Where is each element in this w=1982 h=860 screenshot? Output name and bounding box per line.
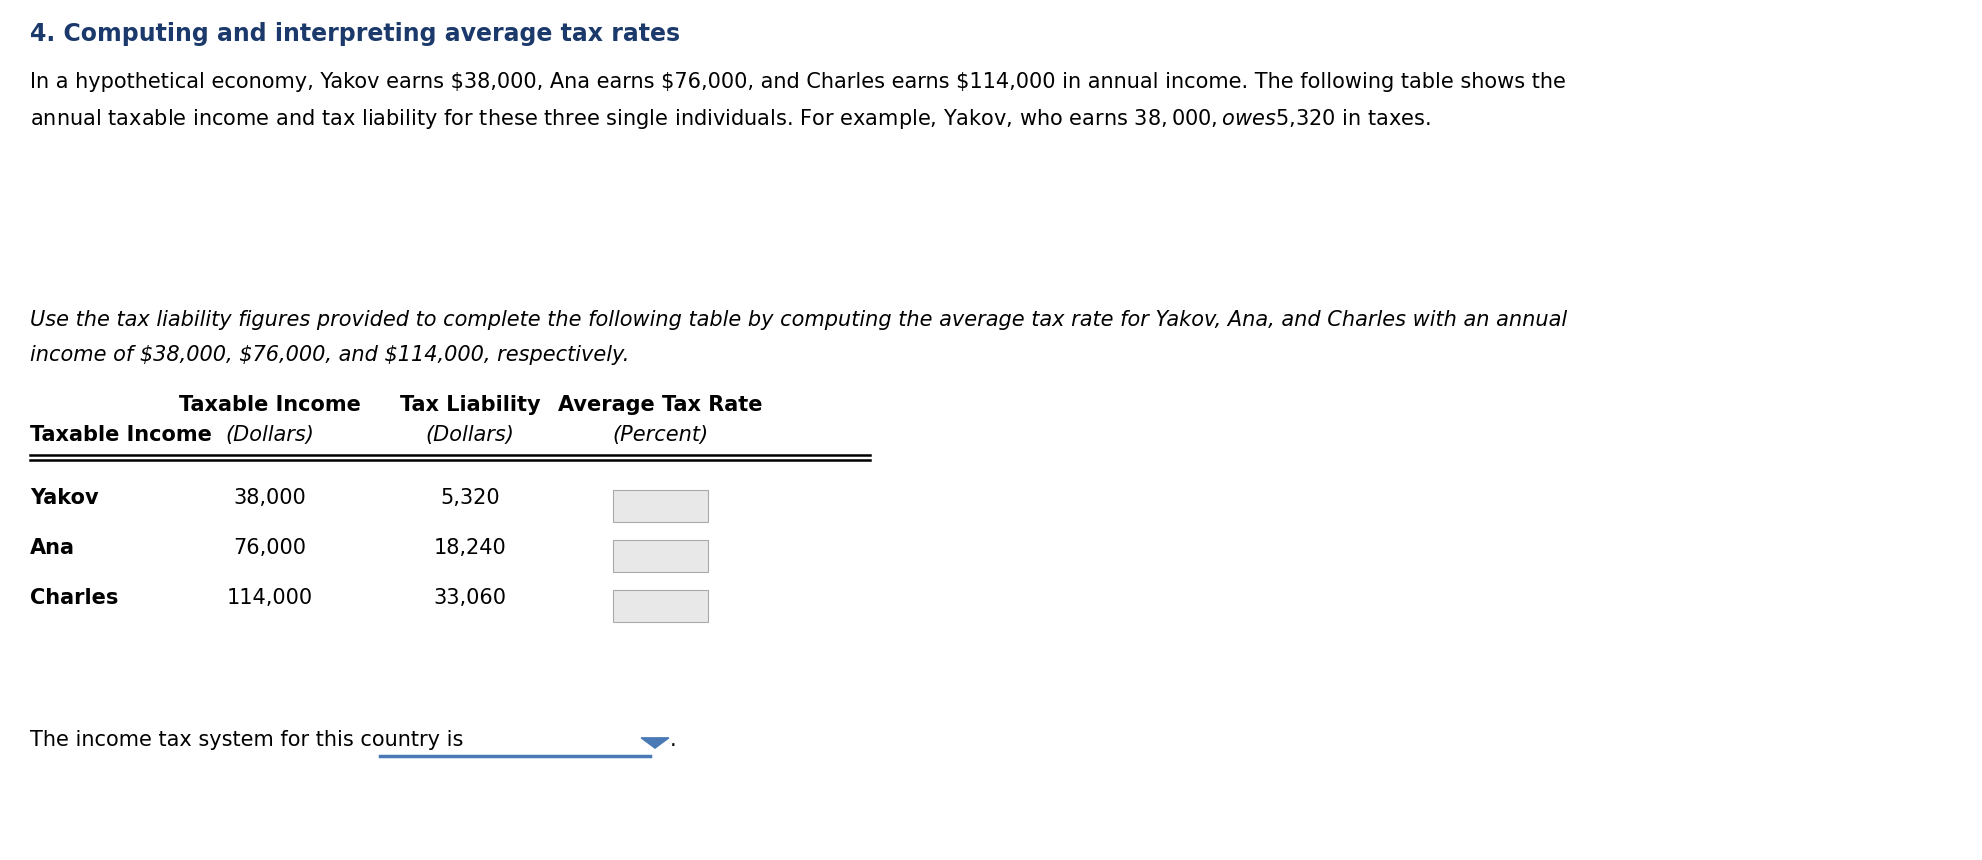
Text: In a hypothetical economy, Yakov earns $38,000, Ana earns $76,000, and Charles e: In a hypothetical economy, Yakov earns $… (30, 72, 1566, 92)
Text: annual taxable income and tax liability for these three single individuals. For : annual taxable income and tax liability … (30, 107, 1431, 131)
Text: 114,000: 114,000 (226, 588, 313, 608)
Text: Ana: Ana (30, 538, 75, 558)
Text: .: . (670, 730, 676, 750)
Text: income of $38,000, $76,000, and $114,000, respectively.: income of $38,000, $76,000, and $114,000… (30, 345, 630, 365)
Text: Yakov: Yakov (30, 488, 99, 508)
Text: Tax Liability: Tax Liability (400, 395, 541, 415)
Text: 4. Computing and interpreting average tax rates: 4. Computing and interpreting average ta… (30, 22, 680, 46)
Text: (Percent): (Percent) (612, 425, 708, 445)
Text: 76,000: 76,000 (234, 538, 307, 558)
Text: Use the tax liability figures provided to complete the following table by comput: Use the tax liability figures provided t… (30, 310, 1568, 330)
Text: The income tax system for this country is: The income tax system for this country i… (30, 730, 464, 750)
Text: 38,000: 38,000 (234, 488, 307, 508)
Text: (Dollars): (Dollars) (226, 425, 315, 445)
Text: Taxable Income: Taxable Income (178, 395, 361, 415)
Text: (Dollars): (Dollars) (426, 425, 515, 445)
Text: 18,240: 18,240 (434, 538, 505, 558)
Text: Taxable Income: Taxable Income (30, 425, 212, 445)
Text: Average Tax Rate: Average Tax Rate (557, 395, 763, 415)
Text: 33,060: 33,060 (434, 588, 507, 608)
Text: 5,320: 5,320 (440, 488, 499, 508)
Text: Charles: Charles (30, 588, 119, 608)
